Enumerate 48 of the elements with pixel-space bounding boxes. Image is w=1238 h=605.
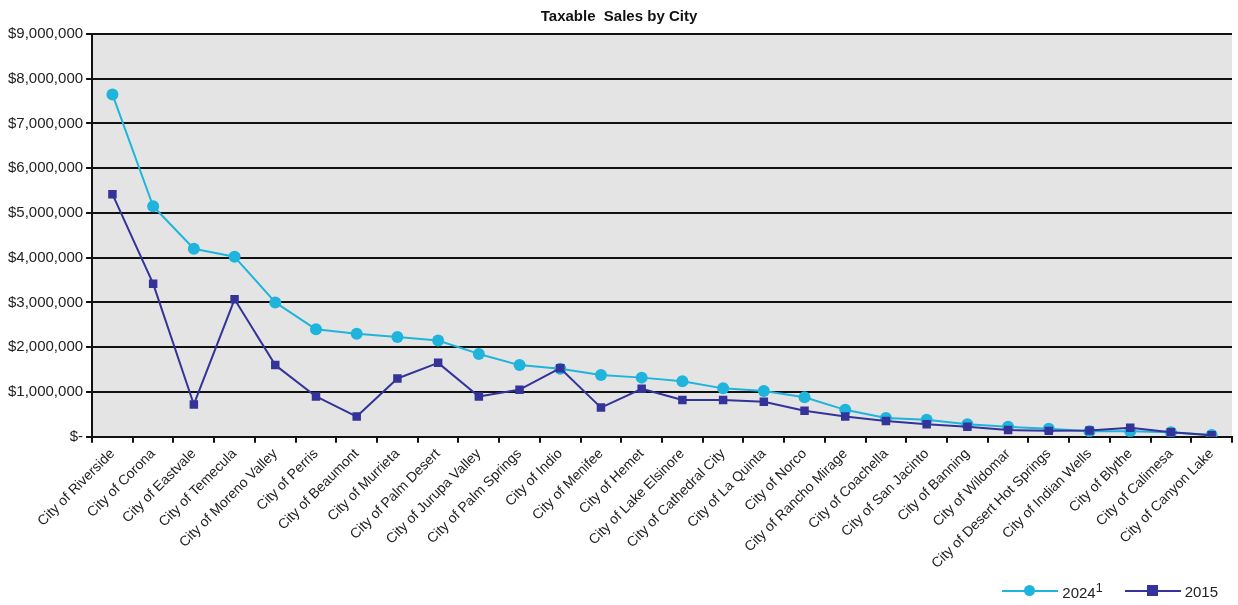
point xyxy=(798,391,811,404)
point xyxy=(271,360,280,370)
point xyxy=(472,347,485,360)
point xyxy=(106,88,119,101)
point xyxy=(108,189,117,199)
point xyxy=(515,385,524,394)
point xyxy=(311,392,321,401)
point xyxy=(963,422,972,432)
point xyxy=(147,200,160,213)
legend-label: 2024$^{1}$ xyxy=(1062,581,1103,601)
point xyxy=(228,250,241,263)
point xyxy=(635,371,648,384)
point xyxy=(678,395,687,405)
y-tick-label: $2,000,000 xyxy=(8,337,84,355)
y-tick-label: $8,000,000 xyxy=(8,68,84,86)
point xyxy=(594,368,607,381)
y-tick-label: $5,000,000 xyxy=(8,203,84,221)
point xyxy=(393,374,402,383)
y-tick-label: $4,000,000 xyxy=(8,247,84,265)
point xyxy=(922,419,931,429)
point xyxy=(352,412,361,421)
point xyxy=(189,400,199,409)
point xyxy=(757,385,770,398)
point xyxy=(187,242,200,255)
y-tick-label: $7,000,000 xyxy=(8,113,84,131)
point xyxy=(596,403,606,412)
point xyxy=(717,382,730,395)
point xyxy=(676,375,689,388)
y-tick-label: $9,000,000 xyxy=(8,24,84,42)
y-tick-label: $6,000,000 xyxy=(8,158,84,176)
point xyxy=(1125,423,1135,432)
point xyxy=(474,392,484,401)
y-tick-label: $3,000,000 xyxy=(8,292,84,310)
chart-title: Taxable Sales by City xyxy=(540,7,698,25)
point xyxy=(841,412,850,421)
point xyxy=(230,295,239,304)
point xyxy=(800,406,809,415)
point xyxy=(309,323,322,336)
point xyxy=(513,359,526,372)
point xyxy=(148,279,158,288)
point xyxy=(350,327,363,340)
point xyxy=(269,296,282,309)
point xyxy=(432,334,445,347)
point xyxy=(637,384,646,394)
y-tick-label: $1,000,000 xyxy=(8,382,84,400)
legend-label: 2015 xyxy=(1184,582,1218,600)
y-tick-label: $- xyxy=(69,426,84,444)
point xyxy=(391,330,404,343)
